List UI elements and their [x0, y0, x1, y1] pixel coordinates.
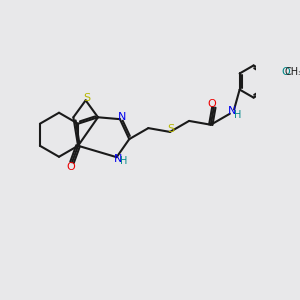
Text: O: O — [282, 67, 290, 77]
Text: O: O — [208, 99, 217, 109]
Text: N: N — [114, 154, 122, 164]
Text: S: S — [167, 124, 174, 134]
Text: N: N — [228, 106, 237, 116]
Text: N: N — [117, 112, 126, 122]
Text: S: S — [83, 93, 90, 103]
Text: CH₃: CH₃ — [285, 67, 300, 77]
Text: H: H — [234, 110, 241, 120]
Text: H: H — [120, 156, 127, 166]
Text: O: O — [66, 162, 75, 172]
